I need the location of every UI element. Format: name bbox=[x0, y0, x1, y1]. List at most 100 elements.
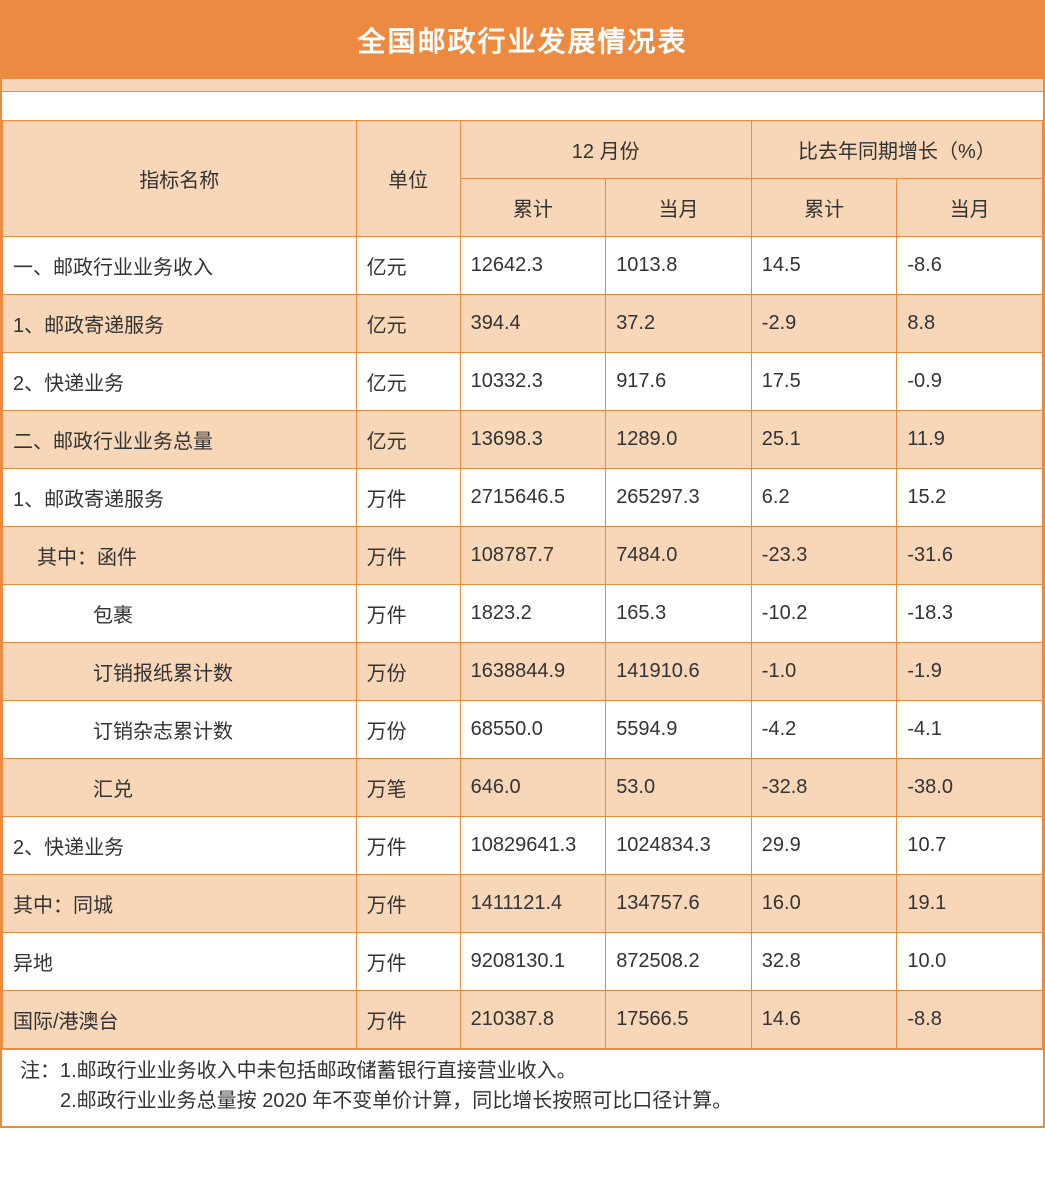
cell-cum: 1638844.9 bbox=[460, 643, 606, 701]
cell-cur: 1013.8 bbox=[606, 237, 752, 295]
cell-cum: 68550.0 bbox=[460, 701, 606, 759]
cell-yoy-cum: 29.9 bbox=[751, 817, 897, 875]
table-body: 一、邮政行业业务收入亿元12642.31013.814.5-8.61、邮政寄递服… bbox=[3, 237, 1043, 1049]
cell-cum: 13698.3 bbox=[460, 411, 606, 469]
cell-yoy-cum: -32.8 bbox=[751, 759, 897, 817]
table-row: 汇兑万笔646.053.0-32.8-38.0 bbox=[3, 759, 1043, 817]
data-table: 指标名称 单位 12 月份 比去年同期增长（%） 累计 当月 累计 当月 一、邮… bbox=[2, 120, 1043, 1049]
cell-cum: 9208130.1 bbox=[460, 933, 606, 991]
cell-yoy-cum: 17.5 bbox=[751, 353, 897, 411]
cell-cur: 1024834.3 bbox=[606, 817, 752, 875]
cell-unit: 万件 bbox=[356, 527, 460, 585]
cell-unit: 万件 bbox=[356, 991, 460, 1049]
cell-yoy-cur: 10.0 bbox=[897, 933, 1043, 991]
cell-cum: 646.0 bbox=[460, 759, 606, 817]
cell-cur: 917.6 bbox=[606, 353, 752, 411]
cell-cum: 108787.7 bbox=[460, 527, 606, 585]
cell-cur: 7484.0 bbox=[606, 527, 752, 585]
table-footnote: 注：1.邮政行业业务收入中未包括邮政储蓄银行直接营业收入。 2.邮政行业业务总量… bbox=[2, 1049, 1043, 1126]
table-row: 订销报纸累计数万份1638844.9141910.6-1.0-1.9 bbox=[3, 643, 1043, 701]
col-header-month: 12 月份 bbox=[460, 121, 751, 179]
cell-indicator: 订销报纸累计数 bbox=[3, 643, 357, 701]
cell-unit: 亿元 bbox=[356, 237, 460, 295]
cell-indicator: 订销杂志累计数 bbox=[3, 701, 357, 759]
cell-cum: 12642.3 bbox=[460, 237, 606, 295]
col-header-yoy-cur: 当月 bbox=[897, 179, 1043, 237]
cell-indicator: 其中：同城 bbox=[3, 875, 357, 933]
cell-unit: 万笔 bbox=[356, 759, 460, 817]
table-row: 1、邮政寄递服务万件2715646.5265297.36.215.2 bbox=[3, 469, 1043, 527]
table-row: 一、邮政行业业务收入亿元12642.31013.814.5-8.6 bbox=[3, 237, 1043, 295]
cell-cur: 141910.6 bbox=[606, 643, 752, 701]
col-header-yoy: 比去年同期增长（%） bbox=[751, 121, 1042, 179]
cell-cum: 210387.8 bbox=[460, 991, 606, 1049]
col-header-month-cur: 当月 bbox=[606, 179, 752, 237]
cell-unit: 万件 bbox=[356, 469, 460, 527]
cell-yoy-cur: 19.1 bbox=[897, 875, 1043, 933]
cell-yoy-cum: 16.0 bbox=[751, 875, 897, 933]
cell-yoy-cum: -10.2 bbox=[751, 585, 897, 643]
table-container: 全国邮政行业发展情况表 指标名称 单位 12 月份 比去年同期增长（%） 累计 … bbox=[0, 0, 1045, 1128]
cell-cum: 10829641.3 bbox=[460, 817, 606, 875]
cell-unit: 亿元 bbox=[356, 353, 460, 411]
cell-yoy-cur: -4.1 bbox=[897, 701, 1043, 759]
cell-unit: 万件 bbox=[356, 817, 460, 875]
cell-indicator: 一、邮政行业业务收入 bbox=[3, 237, 357, 295]
cell-indicator: 其中：函件 bbox=[3, 527, 357, 585]
cell-yoy-cur: 11.9 bbox=[897, 411, 1043, 469]
cell-indicator: 国际/港澳台 bbox=[3, 991, 357, 1049]
cell-cur: 1289.0 bbox=[606, 411, 752, 469]
cell-unit: 万份 bbox=[356, 701, 460, 759]
cell-yoy-cur: -8.8 bbox=[897, 991, 1043, 1049]
cell-cum: 1411121.4 bbox=[460, 875, 606, 933]
cell-yoy-cur: -1.9 bbox=[897, 643, 1043, 701]
cell-yoy-cum: -2.9 bbox=[751, 295, 897, 353]
gap bbox=[2, 92, 1043, 120]
cell-yoy-cum: 6.2 bbox=[751, 469, 897, 527]
cell-cur: 872508.2 bbox=[606, 933, 752, 991]
cell-unit: 万份 bbox=[356, 643, 460, 701]
cell-indicator: 1、邮政寄递服务 bbox=[3, 469, 357, 527]
cell-yoy-cur: 8.8 bbox=[897, 295, 1043, 353]
col-header-indicator: 指标名称 bbox=[3, 121, 357, 237]
cell-indicator: 汇兑 bbox=[3, 759, 357, 817]
cell-yoy-cur: 10.7 bbox=[897, 817, 1043, 875]
cell-cum: 394.4 bbox=[460, 295, 606, 353]
cell-cum: 1823.2 bbox=[460, 585, 606, 643]
table-row: 2、快递业务亿元10332.3917.617.5-0.9 bbox=[3, 353, 1043, 411]
cell-cur: 5594.9 bbox=[606, 701, 752, 759]
cell-indicator: 1、邮政寄递服务 bbox=[3, 295, 357, 353]
table-row: 国际/港澳台万件210387.817566.514.6-8.8 bbox=[3, 991, 1043, 1049]
table-row: 其中：同城万件1411121.4134757.616.019.1 bbox=[3, 875, 1043, 933]
cell-unit: 万件 bbox=[356, 933, 460, 991]
cell-yoy-cum: 14.5 bbox=[751, 237, 897, 295]
table-row: 其中：函件万件108787.77484.0-23.3-31.6 bbox=[3, 527, 1043, 585]
cell-cur: 53.0 bbox=[606, 759, 752, 817]
cell-indicator: 包裹 bbox=[3, 585, 357, 643]
col-header-unit: 单位 bbox=[356, 121, 460, 237]
cell-cur: 37.2 bbox=[606, 295, 752, 353]
cell-unit: 亿元 bbox=[356, 295, 460, 353]
note-prefix: 注： bbox=[20, 1060, 60, 1082]
accent-strip bbox=[2, 78, 1043, 92]
cell-yoy-cum: 14.6 bbox=[751, 991, 897, 1049]
cell-cur: 265297.3 bbox=[606, 469, 752, 527]
cell-yoy-cum: -23.3 bbox=[751, 527, 897, 585]
cell-yoy-cur: -8.6 bbox=[897, 237, 1043, 295]
cell-cur: 134757.6 bbox=[606, 875, 752, 933]
cell-indicator: 异地 bbox=[3, 933, 357, 991]
cell-yoy-cur: -0.9 bbox=[897, 353, 1043, 411]
cell-cur: 165.3 bbox=[606, 585, 752, 643]
cell-yoy-cur: -31.6 bbox=[897, 527, 1043, 585]
cell-yoy-cur: -38.0 bbox=[897, 759, 1043, 817]
table-row: 2、快递业务万件10829641.31024834.329.910.7 bbox=[3, 817, 1043, 875]
cell-yoy-cur: 15.2 bbox=[897, 469, 1043, 527]
col-header-month-cum: 累计 bbox=[460, 179, 606, 237]
cell-yoy-cur: -18.3 bbox=[897, 585, 1043, 643]
cell-unit: 亿元 bbox=[356, 411, 460, 469]
table-title: 全国邮政行业发展情况表 bbox=[2, 2, 1043, 78]
cell-yoy-cum: 32.8 bbox=[751, 933, 897, 991]
table-row: 1、邮政寄递服务亿元394.437.2-2.98.8 bbox=[3, 295, 1043, 353]
cell-yoy-cum: 25.1 bbox=[751, 411, 897, 469]
table-row: 包裹万件1823.2165.3-10.2-18.3 bbox=[3, 585, 1043, 643]
